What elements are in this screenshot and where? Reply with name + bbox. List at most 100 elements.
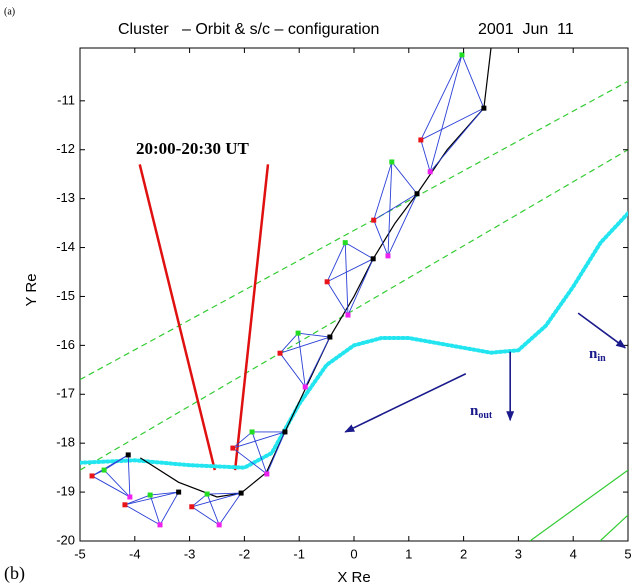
x-tick-label: 2 bbox=[460, 546, 467, 561]
y-tick-label: -16 bbox=[56, 337, 75, 352]
tetrahedron-edge bbox=[218, 492, 242, 526]
tetrahedron-edge bbox=[429, 54, 463, 172]
normal-label: nin bbox=[589, 346, 606, 364]
tetrahedron-edge bbox=[391, 161, 418, 195]
y-tick-label: -12 bbox=[56, 141, 75, 156]
chart-title: Cluster – Orbit & s/c – configuration bbox=[118, 21, 379, 38]
spacecraft-point bbox=[427, 169, 433, 175]
spacecraft-point bbox=[295, 330, 301, 336]
tetrahedron-edge bbox=[461, 54, 485, 109]
tetrahedron-edge bbox=[326, 258, 374, 283]
spacecraft-point bbox=[230, 445, 236, 451]
x-tick-label: 0 bbox=[350, 546, 357, 561]
tetrahedron-edge bbox=[149, 494, 161, 526]
spacecraft-point bbox=[122, 502, 128, 508]
spacecraft-point bbox=[414, 191, 420, 197]
tetrahedron-edge bbox=[298, 332, 330, 338]
tetrahedron-edge bbox=[91, 475, 131, 498]
x-tick-label: 5 bbox=[624, 546, 631, 561]
tetrahedron-edge bbox=[344, 242, 349, 316]
reference-line bbox=[80, 149, 628, 471]
plot-frame bbox=[79, 47, 629, 542]
tetrahedron-edge bbox=[373, 219, 389, 257]
tetrahedron-edge bbox=[232, 431, 286, 449]
y-tick-label: -15 bbox=[56, 288, 75, 303]
normal-label: nout bbox=[470, 403, 493, 421]
tetrahedron-edge bbox=[232, 431, 253, 449]
tetrahedron-edge bbox=[373, 193, 418, 221]
spacecraft-point bbox=[189, 504, 195, 510]
normal-label-sub: in bbox=[597, 353, 606, 364]
tetrahedron-edge bbox=[297, 333, 306, 387]
reference-line bbox=[599, 514, 628, 541]
tetrahedron-edge bbox=[191, 493, 208, 508]
spacecraft-point bbox=[481, 105, 487, 111]
time-annotation: 20:00-20:30 UT bbox=[136, 139, 250, 158]
spacecraft-point bbox=[418, 137, 424, 143]
y-tick-label: -11 bbox=[57, 92, 75, 107]
reference-line bbox=[233, 164, 270, 471]
tetrahedron-edge bbox=[279, 332, 299, 354]
tetrahedron-edge bbox=[279, 352, 306, 388]
x-tick-label: -2 bbox=[239, 546, 251, 561]
plot-area bbox=[80, 48, 628, 541]
x-tick-label: 3 bbox=[515, 546, 522, 561]
magnetopause bbox=[80, 211, 628, 470]
reference-line bbox=[80, 80, 628, 381]
tetrahedron-edge bbox=[387, 193, 418, 257]
chart-date: 2001 Jun 11 bbox=[478, 21, 574, 38]
tetrahedron-edge bbox=[232, 447, 268, 475]
tetrahedron-edge bbox=[206, 493, 220, 526]
spacecraft-point bbox=[157, 522, 163, 528]
spacecraft-point bbox=[176, 489, 182, 495]
x-tick-label: -4 bbox=[129, 546, 141, 561]
tetrahedron-edge bbox=[127, 454, 131, 497]
tetrahedron-edge bbox=[150, 491, 179, 496]
x-tick-label: -3 bbox=[184, 546, 196, 561]
normal-arrow bbox=[344, 373, 467, 433]
normal-label-base: n bbox=[470, 403, 479, 419]
tetrahedron-edge bbox=[124, 494, 151, 506]
tetrahedron-edge bbox=[124, 504, 161, 526]
x-tick-label: 1 bbox=[405, 546, 412, 561]
tetrahedron-edge bbox=[279, 336, 331, 354]
panel-label: (b) bbox=[4, 563, 25, 584]
tetrahedron-edge bbox=[387, 161, 393, 256]
tetrahedron-edge bbox=[304, 336, 331, 388]
spacecraft-point bbox=[324, 279, 330, 285]
y-tick-label: -17 bbox=[56, 386, 75, 401]
spacecraft-point bbox=[277, 350, 283, 356]
y-tick-label: -18 bbox=[56, 435, 75, 450]
spacecraft-point bbox=[249, 429, 255, 435]
tetrahedron-edge bbox=[326, 242, 346, 282]
spacecraft-point bbox=[342, 240, 348, 246]
panel-label: (a) bbox=[4, 6, 15, 17]
spacecraft-point bbox=[327, 334, 333, 340]
y-axis-label: Y Re bbox=[23, 273, 40, 306]
tetrahedron-edge bbox=[420, 139, 431, 172]
spacecraft-point bbox=[204, 491, 210, 497]
y-tick-label: -19 bbox=[56, 484, 75, 499]
normal-label-sub: out bbox=[478, 410, 493, 421]
x-tick-label: -5 bbox=[74, 546, 86, 561]
spacecraft-point bbox=[101, 467, 107, 473]
tetrahedron-edge bbox=[345, 242, 374, 260]
tetrahedron-edge bbox=[420, 54, 463, 141]
spacecraft-point bbox=[216, 522, 222, 528]
tetrahedron-edge bbox=[191, 506, 220, 526]
spacecraft-point bbox=[345, 312, 351, 318]
tetrahedron-edge bbox=[191, 492, 242, 508]
spacecraft-point bbox=[371, 217, 377, 223]
reference-line bbox=[138, 164, 217, 471]
tetrahedron-edge bbox=[251, 431, 268, 475]
spacecraft-point bbox=[282, 429, 288, 435]
y-tick-label: -20 bbox=[56, 532, 75, 547]
tetrahedron-edge bbox=[373, 161, 393, 221]
reference-line bbox=[529, 469, 628, 541]
spacecraft-point bbox=[127, 494, 133, 500]
spacecraft-point bbox=[370, 256, 376, 262]
tetrahedron-edge bbox=[103, 454, 129, 471]
tetrahedron-edge bbox=[103, 469, 131, 498]
spacecraft-point bbox=[264, 471, 270, 477]
